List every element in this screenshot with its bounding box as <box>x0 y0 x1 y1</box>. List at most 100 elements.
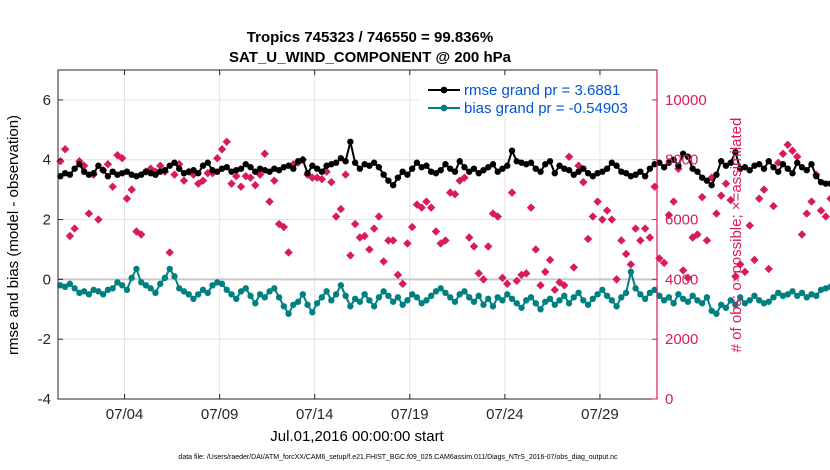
rmse-marker <box>689 165 696 172</box>
rmse-marker <box>161 166 169 174</box>
obs-count-marker <box>498 273 507 283</box>
rmse-marker <box>356 165 364 172</box>
obs-count-marker <box>327 177 336 187</box>
rmse-marker <box>237 165 245 172</box>
bias-marker <box>380 288 387 295</box>
rmse-marker <box>375 164 383 171</box>
bias-marker <box>366 297 373 304</box>
rmse-marker <box>385 177 392 184</box>
bias-marker <box>713 310 720 317</box>
bias-marker <box>570 294 578 301</box>
obs-count-marker <box>626 260 636 269</box>
bias-marker <box>242 285 249 292</box>
rmse-marker <box>447 165 454 172</box>
rmse-marker <box>765 158 772 165</box>
bias-marker <box>199 286 207 294</box>
rmse-marker <box>727 159 734 166</box>
rmse-marker <box>722 162 730 169</box>
bias-marker <box>442 289 449 297</box>
obs-count-marker <box>560 281 569 290</box>
bias-marker <box>803 294 810 301</box>
plot-area: 07/04 07/09 07/14 07/19 07/24 07/29 -4 -2 0 2 4 6 0 2… <box>38 69 830 423</box>
obs-count-marker <box>769 201 778 211</box>
obs-count-marker <box>593 197 602 206</box>
bias-marker <box>537 306 544 313</box>
rmse-marker <box>366 162 373 169</box>
rmse-marker <box>266 168 273 175</box>
rmse-marker <box>166 162 173 169</box>
obs-count-marker <box>583 234 593 244</box>
rmse-marker <box>632 171 639 178</box>
obs-count-marker <box>94 215 103 224</box>
obs-count-marker <box>103 160 113 169</box>
rmse-marker <box>442 161 449 168</box>
obs-count-marker <box>398 279 407 289</box>
rmse-marker <box>741 164 749 171</box>
bias-marker <box>342 292 349 300</box>
obs-count-marker <box>479 275 488 284</box>
obs-count-marker <box>607 215 617 224</box>
y-tick-label-right: 4000 <box>665 271 698 288</box>
rmse-marker <box>770 164 777 171</box>
bias-marker <box>290 301 297 308</box>
obs-count-marker <box>194 179 203 188</box>
rmse-marker <box>546 158 554 165</box>
bias-marker <box>323 288 330 295</box>
bias-marker <box>580 297 587 304</box>
legend-label: rmse grand pr = 3.6881 <box>464 82 620 99</box>
bias-marker <box>180 288 188 295</box>
chart-subtitle: SAT_U_WIND_COMPONENT @ 200 hPa <box>229 49 512 66</box>
rmse-marker <box>80 168 88 175</box>
bias-marker <box>703 294 711 301</box>
bias-marker <box>594 291 601 298</box>
bias-marker <box>656 292 663 300</box>
obs-count-marker <box>650 182 659 191</box>
obs-count-marker <box>783 140 792 149</box>
obs-count-marker <box>417 203 426 212</box>
obs-count-marker <box>279 222 289 232</box>
x-axis-label: Jul.01,2016 00:00:00 start <box>270 428 444 445</box>
obs-count-marker <box>588 212 598 221</box>
bias-marker <box>166 265 173 273</box>
bias-marker <box>95 288 102 295</box>
bias-marker <box>437 285 444 292</box>
obs-count-marker <box>60 145 70 154</box>
rmse-marker <box>694 168 701 175</box>
bias-marker <box>527 294 535 301</box>
rmse-marker <box>504 162 511 169</box>
obs-count-marker <box>246 173 255 182</box>
obs-count-marker <box>308 173 317 182</box>
rmse-marker <box>527 159 535 166</box>
bias-marker <box>689 292 696 300</box>
bias-marker <box>399 301 406 308</box>
obs-count-marker <box>602 206 612 215</box>
obs-count-marker <box>645 233 655 242</box>
rmse-marker <box>66 171 74 178</box>
x-tick-label: 07/19 <box>391 406 429 423</box>
rmse-marker <box>176 165 183 172</box>
bias-marker <box>351 295 359 303</box>
bias-marker <box>508 295 516 303</box>
obs-count-marker <box>764 264 773 274</box>
bias-marker <box>252 300 259 307</box>
rmse-marker <box>404 171 411 178</box>
bias-marker <box>694 297 701 304</box>
bias-marker <box>161 274 169 282</box>
rmse-marker <box>199 162 207 169</box>
rmse-marker <box>703 177 711 184</box>
bias-marker <box>518 304 525 311</box>
obs-count-marker <box>65 231 75 241</box>
rmse-marker <box>137 171 145 178</box>
obs-count-marker <box>450 189 460 199</box>
bias-marker <box>204 289 211 297</box>
rmse-marker <box>489 161 497 168</box>
obs-count-marker <box>531 245 540 254</box>
bias-marker <box>280 303 288 310</box>
bias-marker <box>637 291 644 298</box>
obs-count-marker <box>707 173 716 182</box>
obs-count-marker <box>474 269 483 278</box>
bias-marker <box>256 291 264 298</box>
bias-marker <box>679 295 687 303</box>
obs-count-marker <box>778 149 788 158</box>
rmse-marker <box>537 168 544 175</box>
